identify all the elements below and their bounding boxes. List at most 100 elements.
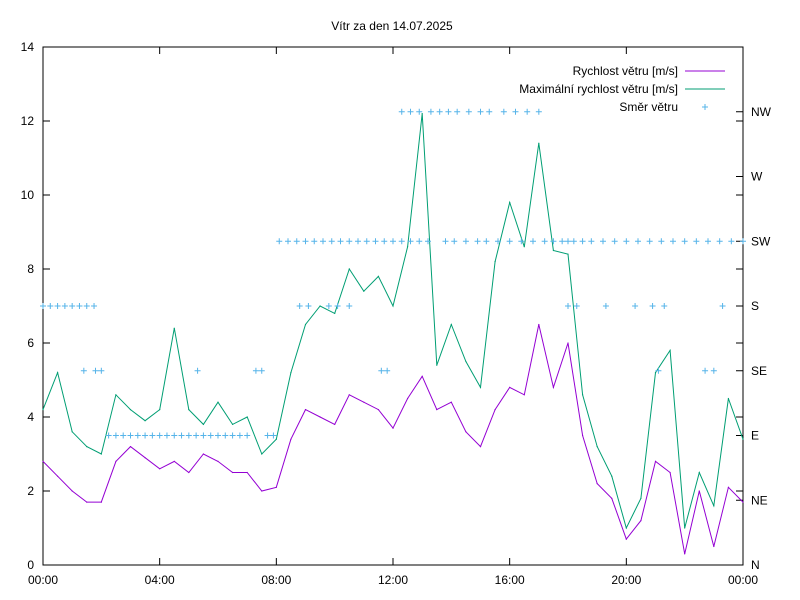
data-point (465, 431, 467, 433)
data-point (144, 457, 146, 459)
data-point (377, 409, 380, 411)
direction-point (215, 432, 221, 439)
data-point (56, 475, 59, 477)
direction-point (398, 238, 405, 245)
direction-point (445, 108, 452, 115)
data-point (713, 545, 715, 548)
direction-point (171, 432, 178, 439)
data-point (319, 305, 321, 307)
direction-point (442, 238, 449, 245)
data-point (275, 486, 277, 488)
direction-point (163, 432, 170, 439)
direction-point (427, 108, 434, 115)
direction-point (661, 303, 668, 309)
direction-point (372, 238, 379, 245)
direction-point (363, 238, 370, 245)
data-point (217, 401, 219, 403)
direction-point (550, 238, 557, 245)
direction-point (559, 238, 566, 245)
direction-point (658, 238, 665, 245)
series-2 (40, 108, 746, 439)
y-tick-label: 2 (27, 484, 34, 498)
direction-point (579, 238, 586, 245)
direction-point (276, 238, 283, 245)
y2-tick-label: NE (751, 493, 768, 507)
data-point (509, 201, 511, 203)
x-tick-label: 12:00 (378, 573, 408, 587)
data-point (640, 497, 642, 499)
direction-point (264, 432, 271, 439)
data-point (202, 453, 205, 455)
y-tick-label: 0 (27, 558, 34, 572)
data-point (538, 142, 540, 144)
chart-title: Vítr za den 14.07.2025 (331, 19, 453, 33)
y2-tick-label: E (751, 429, 759, 443)
data-point (173, 460, 175, 462)
direction-point (381, 238, 388, 245)
direction-point (705, 238, 711, 245)
direction-point (76, 303, 83, 309)
direction-point (407, 238, 414, 245)
direction-point (98, 367, 105, 374)
data-point (71, 490, 73, 492)
data-point (669, 349, 671, 351)
direction-point (483, 238, 490, 245)
data-point (698, 490, 700, 492)
data-point (494, 409, 496, 411)
data-point (42, 460, 44, 462)
direction-point (693, 238, 700, 245)
direction-point (500, 108, 507, 115)
direction-point (611, 238, 618, 245)
series-layer (40, 108, 746, 555)
data-point (669, 471, 671, 474)
direction-point (565, 238, 571, 245)
direction-point (80, 367, 87, 374)
data-point (742, 438, 744, 440)
data-point (727, 397, 730, 400)
direction-point (320, 238, 326, 245)
direction-point (541, 238, 548, 245)
direction-point (573, 303, 580, 309)
data-point (625, 538, 627, 540)
y-tick-label: 14 (21, 40, 35, 54)
x-tick-label: 04:00 (145, 573, 175, 587)
data-point (494, 261, 496, 263)
y-tick-label: 6 (27, 336, 34, 350)
legend-label: Maximální rychlost větru [m/s] (519, 82, 678, 96)
direction-point (600, 238, 606, 245)
direction-point (244, 432, 251, 439)
direction-point (506, 238, 513, 245)
data-point (406, 397, 409, 400)
direction-point (127, 432, 134, 439)
data-point (231, 423, 234, 425)
x-tick-label: 16:00 (495, 573, 525, 587)
direction-point (398, 108, 405, 115)
legend: Rychlost větru [m/s] Maximální rychlost v… (519, 64, 725, 114)
direction-point (178, 432, 185, 439)
direction-point (207, 432, 214, 439)
direction-point (635, 238, 641, 245)
direction-point (185, 432, 192, 439)
series-0 (42, 323, 744, 555)
data-point (115, 460, 117, 462)
direction-point (716, 238, 723, 245)
direction-point (425, 238, 431, 245)
data-point (188, 409, 190, 411)
data-point (421, 375, 423, 377)
data-point (202, 423, 205, 425)
data-point (581, 394, 584, 396)
data-point (684, 553, 686, 555)
data-point (377, 275, 380, 277)
data-point (552, 249, 555, 252)
direction-point (355, 238, 361, 245)
direction-point (570, 238, 577, 245)
direction-point (296, 303, 303, 309)
direction-point (518, 238, 525, 245)
data-point (42, 409, 44, 411)
direction-point (710, 367, 717, 374)
data-point (129, 409, 132, 411)
data-point (581, 434, 584, 437)
direction-point (602, 303, 609, 309)
direction-point (407, 108, 414, 115)
